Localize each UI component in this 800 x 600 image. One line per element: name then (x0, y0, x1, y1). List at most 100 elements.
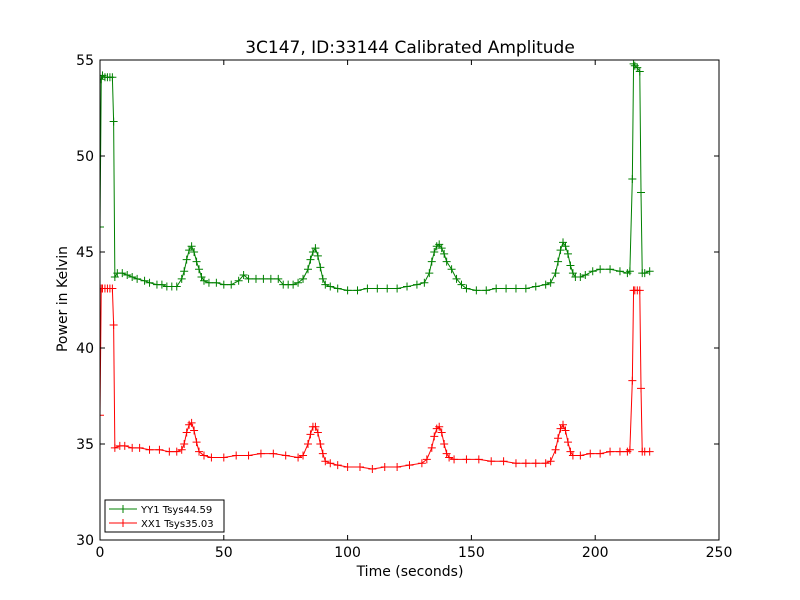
data-point (403, 282, 412, 291)
data-point (118, 269, 127, 278)
data-point (628, 175, 637, 184)
x-tick-label: 250 (706, 545, 733, 561)
data-point (192, 257, 201, 266)
data-point (145, 445, 154, 454)
data-point (128, 443, 137, 452)
data-point (606, 265, 615, 274)
data-point (316, 440, 325, 448)
data-point (187, 242, 196, 251)
data-point (355, 463, 364, 472)
series-1 (100, 284, 654, 473)
legend: YY1 Tsys44.59 XX1 Tsys35.03 (104, 499, 225, 533)
data-point (393, 284, 402, 293)
data-point (195, 265, 204, 274)
data-point (207, 453, 216, 462)
data-point (499, 457, 508, 466)
legend-box (104, 499, 225, 533)
data-point (289, 280, 298, 289)
data-point (487, 457, 496, 466)
data-point (629, 60, 638, 68)
data-point (232, 451, 241, 460)
data-point (383, 284, 392, 293)
data-point (635, 67, 644, 76)
data-point (576, 272, 585, 281)
data-point (615, 447, 624, 456)
data-point (135, 443, 144, 452)
legend-label-0: YY1 Tsys44.59 (140, 505, 212, 516)
data-point (316, 263, 325, 272)
data-point (437, 428, 446, 437)
data-point (100, 411, 104, 420)
data-point (269, 449, 278, 458)
data-point (373, 284, 382, 293)
legend-label-1: XX1 Tsys35.03 (141, 519, 214, 530)
data-point (318, 449, 327, 458)
data-point (311, 244, 320, 253)
plot-frame (99, 59, 720, 541)
x-tick-label: 150 (458, 545, 485, 561)
data-point (199, 451, 208, 460)
data-point (586, 449, 595, 458)
data-point (180, 440, 189, 448)
data-point (596, 265, 605, 274)
data-point (199, 276, 208, 285)
x-tick-label: 200 (582, 545, 609, 561)
data-point (177, 274, 186, 283)
x-tick-label: 50 (215, 545, 233, 561)
data-point (474, 455, 483, 464)
y-tick-label: 50 (76, 149, 94, 165)
data-point (219, 453, 228, 462)
data-point (326, 282, 335, 291)
data-point (427, 257, 436, 266)
data-point (165, 447, 174, 456)
data-point (234, 276, 243, 285)
data-point (628, 376, 637, 385)
y-axis-label: Power in Kelvin (55, 246, 71, 352)
data-point (306, 255, 315, 264)
data-point (405, 461, 414, 470)
x-tick-label: 100 (334, 545, 361, 561)
data-point (333, 284, 342, 293)
data-point (430, 432, 439, 441)
data-point (195, 447, 204, 456)
series-line-0 (100, 62, 650, 291)
data-point (182, 428, 191, 437)
data-point (274, 274, 283, 283)
data-point (581, 271, 590, 280)
data-point (645, 447, 654, 456)
data-point (450, 455, 459, 464)
data-point (157, 280, 166, 289)
data-point (294, 453, 303, 462)
data-point (343, 286, 352, 295)
data-point (563, 249, 572, 258)
data-point (541, 280, 550, 289)
y-tick-label: 55 (76, 53, 94, 69)
data-point (588, 267, 597, 276)
legend-marker-1 (119, 519, 127, 527)
data-point (100, 75, 106, 84)
data-point (109, 320, 118, 329)
data-point (462, 284, 471, 293)
x-tick-label: 0 (96, 545, 105, 561)
data-point (100, 223, 104, 232)
chart-title: 3C147, ID:33144 Calibrated Amplitude (245, 38, 575, 58)
y-tick-label: 30 (76, 533, 94, 549)
data-point (563, 438, 572, 447)
data-point (637, 384, 646, 393)
data-point (108, 73, 117, 82)
data-point (435, 422, 444, 431)
data-point (303, 265, 312, 274)
data-point (311, 422, 320, 431)
y-tick-label: 45 (76, 245, 94, 261)
data-point (425, 269, 434, 278)
data-point (299, 451, 308, 460)
data-point (244, 274, 253, 283)
data-point (155, 445, 164, 454)
data-point (326, 459, 335, 468)
data-point (637, 188, 646, 197)
data-point (318, 274, 327, 283)
data-point (172, 282, 181, 291)
data-point (145, 278, 154, 287)
data-point (190, 248, 199, 256)
data-point (110, 443, 119, 452)
